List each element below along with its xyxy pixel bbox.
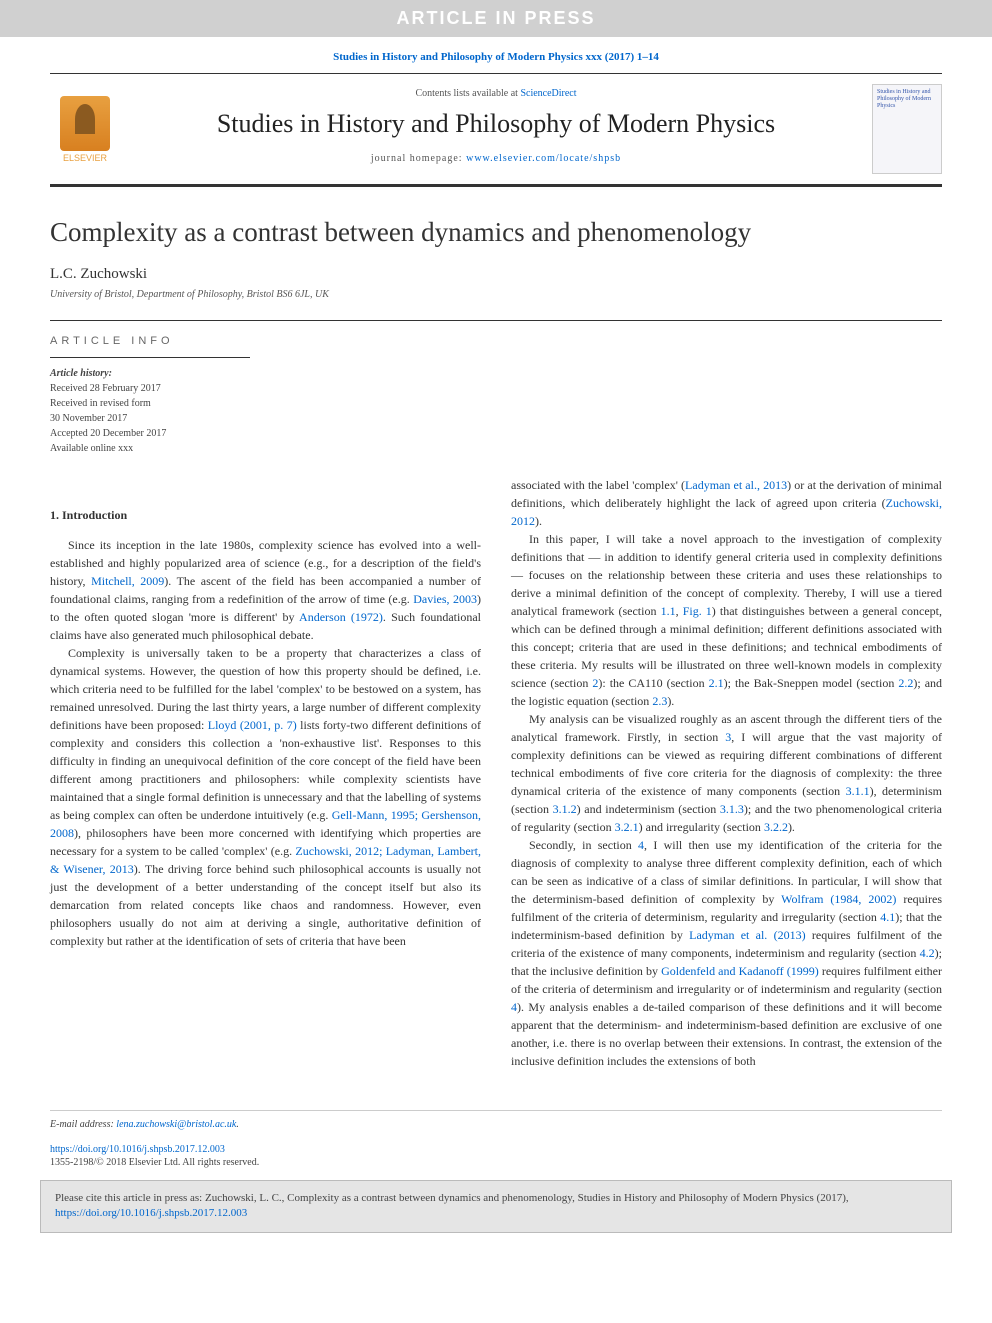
sciencedirect-link[interactable]: ScienceDirect — [520, 88, 576, 99]
email-link[interactable]: lena.zuchowski@bristol.ac.uk — [116, 1119, 236, 1130]
citation-link[interactable]: Ladyman et al., 2013 — [685, 478, 787, 492]
accepted-date: Accepted 20 December 2017 — [50, 426, 250, 441]
citation-link[interactable]: Ladyman et al. (2013) — [689, 928, 805, 942]
ref-link[interactable]: 3.1.3 — [720, 802, 744, 816]
paragraph: Secondly, in section 4, I will then use … — [511, 836, 942, 1070]
paragraph: My analysis can be visualized roughly as… — [511, 710, 942, 836]
footer: E-mail address: lena.zuchowski@bristol.a… — [50, 1110, 942, 1168]
paragraph: Complexity is universally taken to be a … — [50, 644, 481, 950]
cite-this-article-box: Please cite this article in press as: Zu… — [40, 1180, 952, 1233]
article-in-press-banner: ARTICLE IN PRESS — [0, 0, 992, 37]
column-right: associated with the label 'complex' (Lad… — [511, 476, 942, 1070]
elsevier-label: ELSEVIER — [63, 153, 107, 163]
revised-date: 30 November 2017 — [50, 411, 250, 426]
paragraph: associated with the label 'complex' (Lad… — [511, 476, 942, 530]
history-label: Article history: — [50, 366, 250, 381]
journal-header: ELSEVIER Contents lists available at Sci… — [50, 73, 942, 187]
journal-name: Studies in History and Philosophy of Mod… — [130, 109, 862, 139]
ref-link[interactable]: 3.2.2 — [764, 820, 788, 834]
article-history: Article history: Received 28 February 20… — [50, 357, 250, 456]
contents-prefix: Contents lists available at — [415, 88, 520, 99]
ref-link[interactable]: 2.1 — [709, 676, 724, 690]
citation-link[interactable]: Anderson (1972) — [299, 610, 383, 624]
article-info-heading: ARTICLE INFO — [50, 335, 250, 347]
citation-link[interactable]: Mitchell, 2009 — [91, 574, 164, 588]
email-line: E-mail address: lena.zuchowski@bristol.a… — [50, 1119, 942, 1130]
doi-link[interactable]: https://doi.org/10.1016/j.shpsb.2017.12.… — [50, 1144, 942, 1155]
copyright: 1355-2198/© 2018 Elsevier Ltd. All right… — [50, 1157, 942, 1168]
ref-link[interactable]: 3.1.1 — [846, 784, 870, 798]
citation-top: Studies in History and Philosophy of Mod… — [0, 37, 992, 73]
ref-link[interactable]: 3.2.1 — [615, 820, 639, 834]
citation-link[interactable]: Davies, 2003 — [413, 592, 477, 606]
journal-homepage: journal homepage: www.elsevier.com/locat… — [130, 153, 862, 164]
revised-label: Received in revised form — [50, 396, 250, 411]
article-title: Complexity as a contrast between dynamic… — [50, 217, 942, 248]
citebox-doi-link[interactable]: https://doi.org/10.1016/j.shpsb.2017.12.… — [55, 1207, 247, 1219]
ref-link[interactable]: 4.2 — [920, 946, 935, 960]
received-date: Received 28 February 2017 — [50, 381, 250, 396]
elsevier-tree-icon — [60, 96, 110, 151]
citation-link[interactable]: Lloyd (2001, p. 7) — [208, 718, 297, 732]
contents-available: Contents lists available at ScienceDirec… — [130, 88, 862, 99]
paragraph: In this paper, I will take a novel appro… — [511, 530, 942, 710]
section-1-heading: 1. Introduction — [50, 506, 481, 524]
column-left: 1. Introduction Since its inception in t… — [50, 476, 481, 1070]
online-date: Available online xxx — [50, 441, 250, 456]
ref-link[interactable]: 1.1 — [661, 604, 676, 618]
citation-link[interactable]: Goldenfeld and Kadanoff (1999) — [661, 964, 819, 978]
ref-link[interactable]: 3.1.2 — [553, 802, 577, 816]
ref-link[interactable]: 2.3 — [652, 694, 667, 708]
homepage-link[interactable]: www.elsevier.com/locate/shpsb — [466, 153, 621, 164]
homepage-prefix: journal homepage: — [371, 153, 466, 164]
paragraph: Since its inception in the late 1980s, c… — [50, 536, 481, 644]
journal-cover-thumbnail: Studies in History and Philosophy of Mod… — [872, 84, 942, 174]
elsevier-logo: ELSEVIER — [50, 84, 120, 174]
ref-link[interactable]: 4.1 — [880, 910, 895, 924]
citation-link[interactable]: Wolfram (1984, 2002) — [781, 892, 896, 906]
ref-link[interactable]: 2.2 — [898, 676, 913, 690]
ref-link[interactable]: Fig. 1 — [683, 604, 712, 618]
author-affiliation: University of Bristol, Department of Phi… — [50, 289, 942, 300]
author-name: L.C. Zuchowski — [50, 266, 942, 283]
